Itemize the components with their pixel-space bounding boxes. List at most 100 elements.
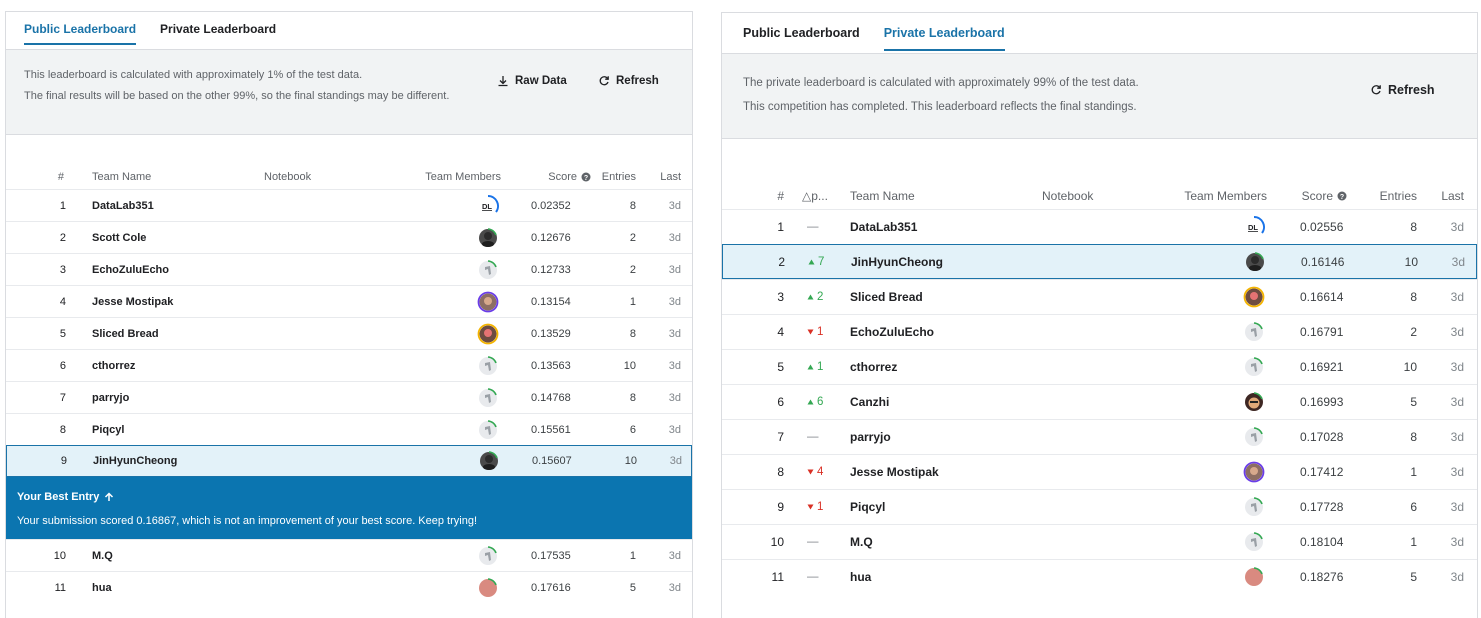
rank-up-icon [808, 259, 815, 264]
table-row[interactable]: 2 Scott Cole 0.12676 2 3d [6, 221, 692, 253]
table-row[interactable]: 8 4 Jesse Mostipak 0.17412 1 3d [722, 454, 1477, 489]
team-name[interactable]: hua [850, 570, 872, 584]
table-row[interactable]: 3 2 Sliced Bread 0.16614 8 3d [722, 279, 1477, 314]
entries: 10 [1404, 254, 1418, 269]
avatar[interactable] [1242, 245, 1268, 278]
avatar[interactable] [1241, 525, 1267, 559]
avatar[interactable] [1241, 315, 1267, 349]
team-name[interactable]: JinHyunCheong [93, 455, 178, 467]
col-team-header[interactable]: Team Name [92, 171, 152, 183]
avatar[interactable] [475, 286, 501, 317]
entries: 1 [629, 295, 636, 308]
col-entries-header[interactable]: Entries [1379, 189, 1417, 203]
team-name[interactable]: Jesse Mostipak [92, 295, 174, 308]
info-icon[interactable]: ? [581, 172, 591, 182]
avatar[interactable]: DL [475, 190, 501, 221]
table-row[interactable]: 10 M.Q 0.17535 1 3d [6, 539, 692, 571]
avatar[interactable] [1241, 490, 1267, 524]
last-submission: 3d [1450, 535, 1464, 549]
team-name[interactable]: cthorrez [850, 360, 898, 374]
table-row[interactable]: 7 — parryjo 0.17028 8 3d [722, 419, 1477, 454]
table-row[interactable]: 11 — hua 0.18276 5 3d [722, 559, 1477, 594]
col-rank-header[interactable]: # [777, 189, 784, 203]
table-row[interactable]: 1 DataLab351 DL 0.02352 8 3d [6, 189, 692, 221]
team-name[interactable]: Sliced Bread [92, 327, 159, 340]
avatar[interactable] [476, 446, 502, 476]
last-submission: 3d [1451, 254, 1465, 269]
raw-data-button[interactable]: Raw Data [497, 75, 567, 87]
avatar[interactable] [1241, 560, 1267, 594]
table-row[interactable]: 11 hua 0.17616 5 3d [6, 571, 692, 603]
table-row[interactable]: 1 — DataLab351 DL 0.02556 8 3d [722, 209, 1477, 244]
team-name[interactable]: M.Q [92, 549, 113, 562]
team-name[interactable]: JinHyunCheong [851, 254, 943, 269]
table-row[interactable]: 4 1 EchoZuluEcho 0.16791 2 3d [722, 314, 1477, 349]
col-score-header[interactable]: Score ? [531, 165, 591, 189]
team-name[interactable]: DataLab351 [850, 220, 918, 234]
table-row[interactable]: 6 cthorrez 0.13563 10 3d [6, 349, 692, 381]
score: 0.16146 [1301, 254, 1345, 269]
info-icon[interactable]: ? [1337, 191, 1347, 201]
tab-private-leaderboard[interactable]: Private Leaderboard [883, 13, 1005, 51]
avatar[interactable]: DL [1241, 210, 1267, 244]
col-entries-header[interactable]: Entries [601, 171, 636, 183]
table-row[interactable]: 8 Piqcyl 0.15561 6 3d [6, 413, 692, 445]
col-score-header[interactable]: Score ? [1287, 183, 1347, 209]
col-delta-header[interactable]: △p... [802, 189, 828, 203]
refresh-button[interactable]: Refresh [1370, 83, 1435, 97]
team-name[interactable]: hua [92, 581, 112, 594]
team-name[interactable]: parryjo [92, 391, 130, 404]
avatar[interactable] [475, 254, 501, 285]
rank-change: 6 [807, 396, 823, 408]
col-last-header[interactable]: Last [660, 171, 681, 183]
avatar[interactable] [475, 540, 501, 571]
rank: 7 [59, 391, 66, 404]
avatar[interactable] [475, 350, 501, 381]
entries: 5 [629, 581, 636, 594]
avatar[interactable] [475, 222, 501, 253]
rank-change: 2 [807, 291, 823, 303]
col-rank-header[interactable]: # [57, 171, 64, 183]
team-name[interactable]: Piqcyl [850, 500, 886, 514]
table-row-current-user[interactable]: 9 JinHyunCheong 0.15607 10 3d [6, 445, 692, 477]
avatar[interactable] [475, 572, 501, 603]
team-name[interactable]: DataLab351 [92, 199, 154, 212]
avatar[interactable] [1241, 385, 1267, 419]
entries: 10 [623, 359, 636, 372]
team-name[interactable]: Canzhi [850, 395, 890, 409]
avatar[interactable] [1241, 420, 1267, 454]
team-name[interactable]: EchoZuluEcho [850, 325, 934, 339]
table-row[interactable]: 5 Sliced Bread 0.13529 8 3d [6, 317, 692, 349]
tab-private-leaderboard[interactable]: Private Leaderboard [160, 22, 277, 36]
avatar[interactable] [1241, 455, 1267, 489]
team-name[interactable]: EchoZuluEcho [92, 263, 169, 276]
banner-title[interactable]: Your Best Entry [17, 491, 114, 503]
table-row[interactable]: 5 1 cthorrez 0.16921 10 3d [722, 349, 1477, 384]
table-row[interactable]: 4 Jesse Mostipak 0.13154 1 3d [6, 285, 692, 317]
table-row[interactable]: 3 EchoZuluEcho 0.12733 2 3d [6, 253, 692, 285]
avatar[interactable] [475, 414, 501, 445]
table-row[interactable]: 9 1 Piqcyl 0.17728 6 3d [722, 489, 1477, 524]
col-last-header[interactable]: Last [1441, 189, 1464, 203]
team-name[interactable]: Piqcyl [92, 423, 125, 436]
team-name[interactable]: Sliced Bread [850, 290, 923, 304]
tab-public-leaderboard[interactable]: Public Leaderboard [24, 12, 137, 45]
table-row[interactable]: 6 6 Canzhi 0.16993 5 3d [722, 384, 1477, 419]
entries: 8 [1410, 430, 1417, 444]
col-team-header[interactable]: Team Name [850, 189, 915, 203]
refresh-button[interactable]: Refresh [598, 75, 659, 87]
avatar[interactable] [1241, 280, 1267, 314]
tab-public-leaderboard[interactable]: Public Leaderboard [743, 26, 860, 40]
table-row[interactable]: 10 — M.Q 0.18104 1 3d [722, 524, 1477, 559]
team-name[interactable]: Scott Cole [92, 231, 147, 244]
avatar[interactable] [475, 382, 501, 413]
team-name[interactable]: cthorrez [92, 359, 136, 372]
avatar[interactable] [1241, 350, 1267, 384]
table-row[interactable]: 7 parryjo 0.14768 8 3d [6, 381, 692, 413]
table-row-current-user[interactable]: 2 7 JinHyunCheong 0.16146 10 3d [722, 244, 1477, 279]
info-text-line-1: The private leaderboard is calculated wi… [743, 77, 1139, 89]
team-name[interactable]: Jesse Mostipak [850, 465, 939, 479]
avatar[interactable] [475, 318, 501, 349]
team-name[interactable]: M.Q [850, 535, 873, 549]
team-name[interactable]: parryjo [850, 430, 891, 444]
